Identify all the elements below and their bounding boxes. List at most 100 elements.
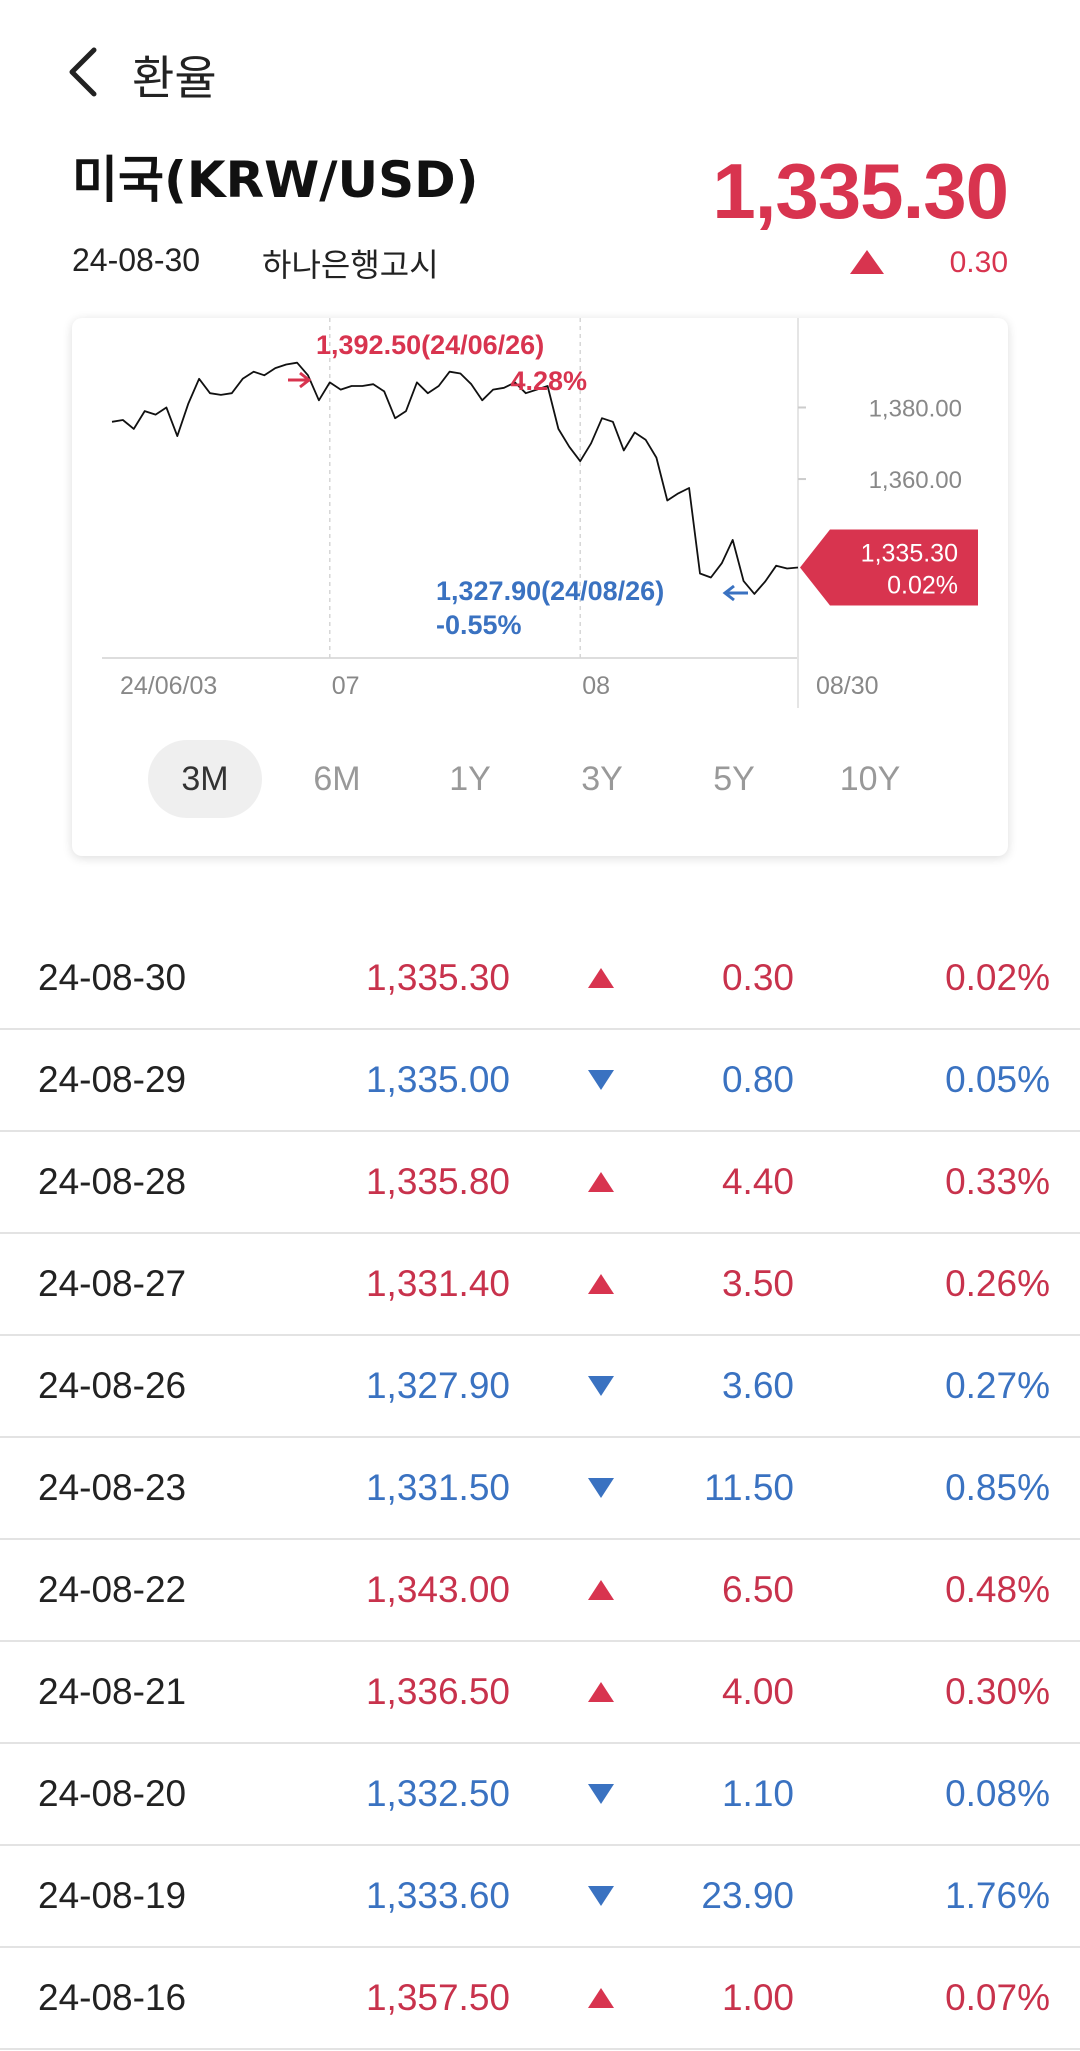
row-rate: 1,332.50 xyxy=(365,1773,510,1814)
period-tabs: 3M 6M 1Y 3Y 5Y 10Y xyxy=(148,740,948,820)
triangle-down-icon xyxy=(588,1376,614,1396)
triangle-down-icon xyxy=(588,1478,614,1498)
triangle-down-icon xyxy=(588,1784,614,1804)
y-tick-label: 1,380.00 xyxy=(869,395,962,422)
triangle-down-icon xyxy=(588,1886,614,1906)
row-change-pct: 0.07% xyxy=(945,1977,1050,2018)
row-change: 1.10 xyxy=(721,1773,794,1814)
row-change-pct: 0.27% xyxy=(945,1365,1050,1406)
table-row: 24-08-23 1,331.50 11.50 0.85% xyxy=(0,1438,1080,1540)
table-row: 24-08-19 1,333.60 23.90 1.76% xyxy=(0,1846,1080,1948)
current-rate-badge-pct: 0.02% xyxy=(887,571,958,599)
rate-history-table: 24-08-30 1,335.30 0.30 0.02% 24-08-29 1,335.0… xyxy=(0,928,1080,2050)
arrow-right-icon xyxy=(288,371,312,389)
row-change-pct: 0.26% xyxy=(945,1263,1050,1304)
row-direction xyxy=(586,928,616,1028)
triangle-down-icon xyxy=(588,1070,614,1090)
table-row: 24-08-30 1,335.30 0.30 0.02% xyxy=(0,928,1080,1030)
row-date: 24-08-26 xyxy=(38,1365,187,1406)
row-change-pct: 0.33% xyxy=(945,1161,1050,1202)
page-title: 환율 xyxy=(132,51,217,105)
row-rate: 1,343.00 xyxy=(365,1569,510,1610)
table-row: 24-08-27 1,331.40 3.50 0.26% xyxy=(0,1234,1080,1336)
table-row: 24-08-21 1,336.50 4.00 0.30% xyxy=(0,1642,1080,1744)
table-row: 24-08-22 1,343.00 6.50 0.48% xyxy=(0,1540,1080,1642)
row-direction xyxy=(586,1030,616,1130)
row-change-pct: 0.08% xyxy=(945,1773,1050,1814)
current-rate: 1,335.30 xyxy=(712,147,1009,235)
row-rate: 1,335.30 xyxy=(365,957,510,998)
row-rate: 1,336.50 xyxy=(365,1671,510,1712)
period-tab-5y[interactable]: 5Y xyxy=(713,759,755,798)
back-button[interactable] xyxy=(60,40,116,104)
row-change-pct: 0.02% xyxy=(945,957,1050,998)
row-change: 3.50 xyxy=(721,1263,794,1304)
row-change-pct: 1.76% xyxy=(945,1875,1050,1916)
chart-card: 1,380.00 1,360.00 24/06/03 07 08 08/30 1,392.5… xyxy=(72,318,1008,856)
row-date: 24-08-27 xyxy=(38,1263,187,1304)
x-axis-label: 07 xyxy=(332,672,360,700)
row-change: 11.50 xyxy=(704,1467,794,1508)
period-tab-10y[interactable]: 10Y xyxy=(839,759,901,798)
row-direction xyxy=(586,1642,616,1742)
row-change: 0.30 xyxy=(721,957,794,998)
row-date: 24-08-22 xyxy=(38,1569,187,1610)
triangle-up-icon xyxy=(588,1274,614,1294)
triangle-up-icon xyxy=(588,1988,614,2008)
row-direction xyxy=(586,1336,616,1436)
row-change: 6.50 xyxy=(721,1569,794,1610)
row-change-pct: 0.30% xyxy=(945,1671,1050,1712)
row-date: 24-08-29 xyxy=(38,1059,187,1100)
period-tab-3m[interactable]: 3M xyxy=(148,740,262,818)
rate-date: 24-08-30 xyxy=(72,242,201,278)
row-rate: 1,357.50 xyxy=(365,1977,510,2018)
currency-title: 미국(KRW/USD) xyxy=(72,151,479,209)
row-change-pct: 0.85% xyxy=(945,1467,1050,1508)
triangle-up-icon xyxy=(588,968,614,988)
table-row: 24-08-29 1,335.00 0.80 0.05% xyxy=(0,1030,1080,1132)
row-direction xyxy=(586,1846,616,1946)
table-row: 24-08-20 1,332.50 1.10 0.08% xyxy=(0,1744,1080,1846)
y-tick-label: 1,360.00 xyxy=(869,467,962,494)
min-rate-label: 1,327.90(24/08/26) xyxy=(436,576,664,606)
min-rate-pct: -0.55% xyxy=(436,610,522,640)
triangle-up-icon xyxy=(588,1172,614,1192)
row-direction xyxy=(586,1948,616,2048)
row-change: 23.90 xyxy=(701,1875,794,1916)
row-date: 24-08-20 xyxy=(38,1773,187,1814)
row-date: 24-08-23 xyxy=(38,1467,187,1508)
current-rate-badge xyxy=(800,529,978,606)
period-tab-1y[interactable]: 1Y xyxy=(449,759,491,798)
x-axis-label: 08/30 xyxy=(816,672,879,700)
rate-line xyxy=(111,361,799,595)
exchange-rate-chart[interactable]: 1,380.00 1,360.00 24/06/03 07 08 08/30 1,392.5… xyxy=(72,318,1008,738)
row-rate: 1,335.00 xyxy=(365,1059,510,1100)
row-change: 3.60 xyxy=(721,1365,794,1406)
row-change: 0.80 xyxy=(721,1059,794,1100)
row-rate: 1,331.50 xyxy=(365,1467,510,1508)
max-rate-pct: 4.28% xyxy=(510,366,587,396)
row-date: 24-08-16 xyxy=(38,1977,187,2018)
row-change: 1.00 xyxy=(721,1977,794,2018)
row-rate: 1,331.40 xyxy=(365,1263,510,1304)
x-axis-label: 24/06/03 xyxy=(120,672,217,700)
chevron-left-icon xyxy=(69,47,97,97)
arrow-left-icon xyxy=(722,584,748,602)
table-row: 24-08-28 1,335.80 4.40 0.33% xyxy=(0,1132,1080,1234)
row-change-pct: 0.05% xyxy=(945,1059,1050,1100)
triangle-up-icon xyxy=(588,1682,614,1702)
row-direction xyxy=(586,1540,616,1640)
row-date: 24-08-28 xyxy=(38,1161,187,1202)
max-rate-label: 1,392.50(24/06/26) xyxy=(316,330,544,360)
period-tab-3y[interactable]: 3Y xyxy=(581,759,623,798)
period-tab-6m[interactable]: 6M xyxy=(313,759,361,798)
row-change: 4.40 xyxy=(721,1161,794,1202)
row-direction xyxy=(586,1744,616,1844)
change-value: 0.30 xyxy=(949,246,1008,279)
triangle-up-icon xyxy=(588,1580,614,1600)
row-rate: 1,335.80 xyxy=(365,1161,510,1202)
row-date: 24-08-30 xyxy=(38,957,187,998)
x-axis-label: 08 xyxy=(582,672,610,700)
row-date: 24-08-21 xyxy=(38,1671,187,1712)
row-direction xyxy=(586,1438,616,1538)
